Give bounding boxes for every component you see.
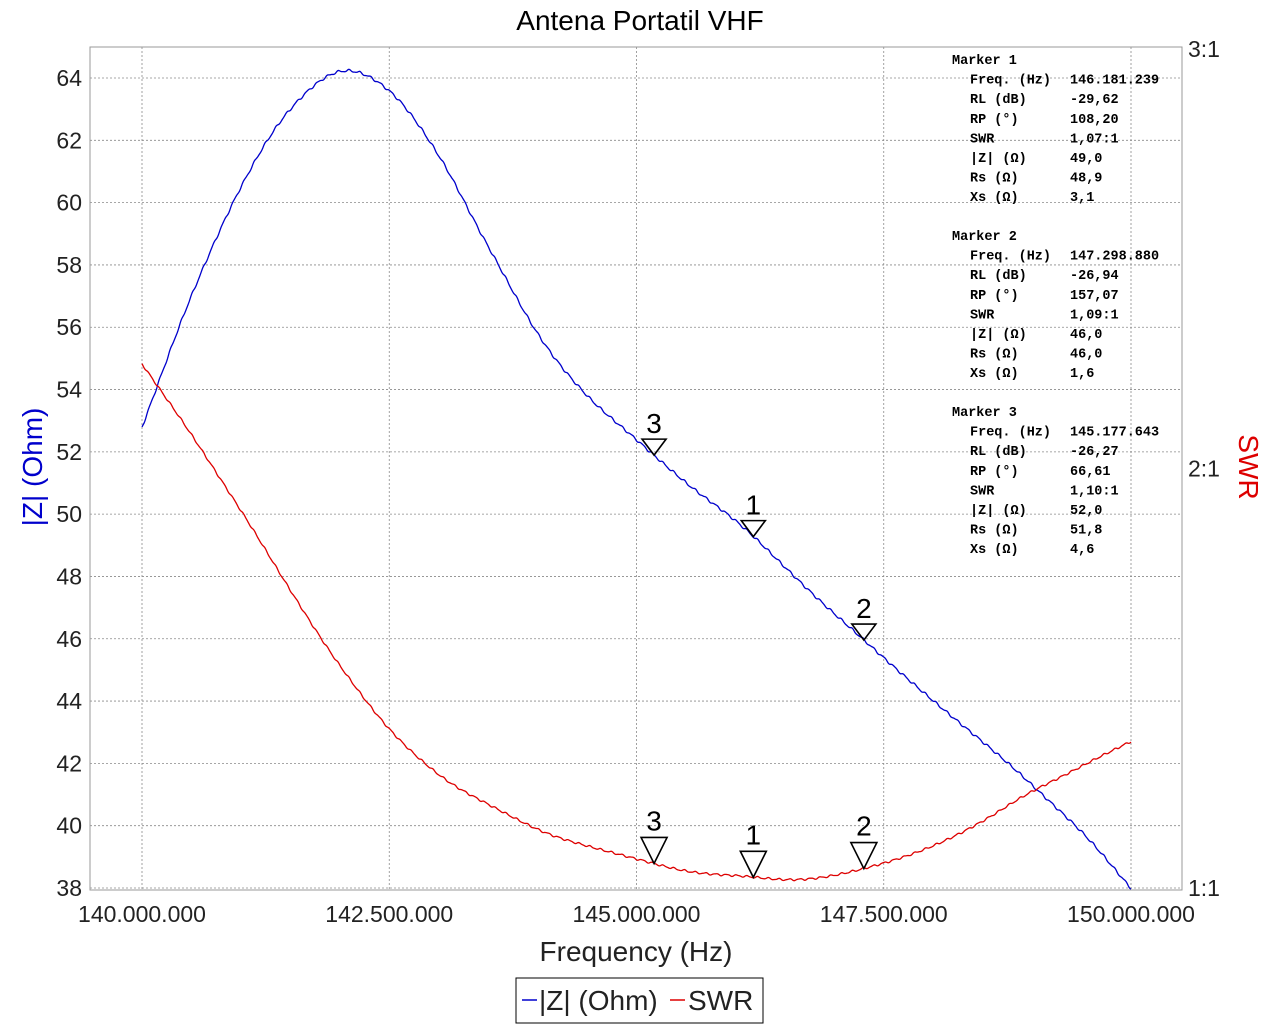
legend-label-swr: SWR: [688, 985, 753, 1016]
plot-frame: [89, 46, 1183, 891]
marker-panel-row-value: 147.298.880: [1070, 250, 1159, 265]
legend-box: [515, 977, 764, 1024]
marker-triangle-swr: [849, 841, 879, 871]
grid: [90, 47, 1182, 890]
marker-panel-row-value: 4,6: [1070, 543, 1094, 558]
marker-panel-row-value: 1,10:1: [1070, 484, 1119, 499]
marker-panel-row-label: Rs (Ω): [970, 348, 1019, 363]
marker-panel-row-value: 1,07:1: [1070, 132, 1119, 147]
y-left-tick-label: 52: [56, 439, 82, 465]
marker-panel-row-label: |Z| (Ω): [970, 152, 1027, 167]
marker-triangle-z: [739, 519, 767, 538]
x-axis-ticks: 140.000.000 142.500.000 145.000.000 147.500…: [78, 901, 1195, 927]
marker-panel-row-value: 1,09:1: [1070, 308, 1119, 323]
marker-triangle-z: [640, 438, 668, 457]
series-line-z: [141, 68, 1132, 890]
x-tick-label: 145.000.000: [573, 901, 701, 927]
y-right-tick-label: 1:1: [1188, 875, 1220, 901]
marker-panel-row-value: 52,0: [1070, 504, 1102, 519]
marker-panel-row-label: Freq. (Hz): [970, 426, 1051, 441]
marker-panel-row-label: Xs (Ω): [970, 191, 1019, 206]
marker-panel-row-label: Freq. (Hz): [970, 250, 1051, 265]
chart-title: Antena Portatil VHF: [516, 5, 763, 36]
marker-label-z: 3: [646, 408, 662, 439]
marker-panel-row-value: -26,27: [1070, 445, 1119, 460]
marker-panel-row-value: 51,8: [1070, 524, 1102, 539]
marker-label-z: 2: [856, 593, 872, 624]
marker-label-swr: 1: [746, 819, 762, 850]
y-right-tick-label: 2:1: [1188, 456, 1220, 482]
marker-panel-row-value: -29,62: [1070, 93, 1119, 108]
x-tick-label: 147.500.000: [820, 901, 948, 927]
x-axis-label: Frequency (Hz): [540, 936, 733, 967]
x-tick-label: 140.000.000: [78, 901, 206, 927]
y-left-tick-label: 64: [56, 65, 82, 91]
series-line-swr: [141, 363, 1132, 882]
marker-panel-row-label: RL (dB): [970, 93, 1027, 108]
chart-markers: 1 1 2 2 3 3: [639, 408, 879, 880]
y-right-axis-label: SWR: [1233, 434, 1264, 499]
marker-label-z: 1: [746, 490, 762, 521]
marker-panel-row-value: -26,94: [1070, 269, 1119, 284]
marker-panel-row-value: 48,9: [1070, 172, 1102, 187]
marker-panel-row-label: |Z| (Ω): [970, 328, 1027, 343]
y-left-tick-label: 54: [56, 377, 82, 403]
marker-panel-row-label: SWR: [970, 132, 995, 147]
marker-panel-row-label: SWR: [970, 484, 995, 499]
y-left-tick-label: 40: [56, 813, 82, 839]
marker-panel-row-value: 46,0: [1070, 348, 1102, 363]
y-left-tick-label: 50: [56, 501, 82, 527]
y-left-tick-label: 38: [56, 875, 82, 901]
marker-panel-row-value: 66,61: [1070, 465, 1111, 480]
marker-panel-row-label: Freq. (Hz): [970, 74, 1051, 89]
marker-panel-row-label: Rs (Ω): [970, 524, 1019, 539]
marker-panel-row-value: 1,6: [1070, 367, 1094, 382]
marker-panel-row-label: |Z| (Ω): [970, 504, 1027, 519]
marker-panel-row-label: RL (dB): [970, 269, 1027, 284]
x-tick-label: 150.000.000: [1067, 901, 1195, 927]
y-left-tick-label: 60: [56, 190, 82, 216]
marker-label-swr: 2: [856, 811, 872, 842]
marker-panel-row-label: RP (°): [970, 465, 1019, 480]
marker-panel-row-label: SWR: [970, 308, 995, 323]
marker-panel-title: Marker 1: [952, 54, 1017, 69]
y-left-axis-ticks: 38 40 42 44 46 48 50 52 54 56 58 60 62 64: [56, 65, 82, 901]
y-left-axis-label: |Z| (Ohm): [17, 408, 48, 527]
marker-panel-row-label: Xs (Ω): [970, 367, 1019, 382]
y-left-tick-label: 62: [56, 127, 82, 153]
marker-panel-row-label: RL (dB): [970, 445, 1027, 460]
x-tick-label: 142.500.000: [325, 901, 453, 927]
marker-triangle-swr: [739, 850, 768, 880]
marker-triangle-swr: [639, 836, 669, 866]
y-right-tick-label: 3:1: [1188, 36, 1220, 62]
y-left-tick-label: 48: [56, 563, 82, 589]
marker-panel-row-value: 49,0: [1070, 152, 1102, 167]
marker-triangle-z: [850, 623, 878, 642]
marker-panel-row-value: 157,07: [1070, 289, 1119, 304]
legend-label-z: |Z| (Ohm): [539, 985, 658, 1016]
marker-panel-row-value: 146.181.239: [1070, 74, 1159, 89]
legend: |Z| (Ohm) SWR: [515, 977, 764, 1024]
marker-panel-row-label: RP (°): [970, 113, 1019, 128]
marker-panel-row-value: 46,0: [1070, 328, 1102, 343]
marker-label-swr: 3: [646, 805, 662, 836]
marker-panel-row-label: RP (°): [970, 289, 1019, 304]
y-left-tick-label: 46: [56, 626, 82, 652]
y-left-tick-label: 56: [56, 314, 82, 340]
y-right-axis-ticks: 1:1 2:1 3:1: [1188, 36, 1220, 901]
marker-panel-title: Marker 3: [952, 406, 1017, 421]
marker-readout-panel: Marker 1 Freq. (Hz) 146.181.239 RL (dB) -29,…: [952, 54, 1159, 558]
marker-panel-row-value: 108,20: [1070, 113, 1119, 128]
marker-panel-row-value: 3,1: [1070, 191, 1094, 206]
y-left-tick-label: 44: [56, 688, 82, 714]
y-left-tick-label: 58: [56, 252, 82, 278]
marker-panel-row-value: 145.177.643: [1070, 426, 1159, 441]
marker-panel-row-label: Xs (Ω): [970, 543, 1019, 558]
y-left-tick-label: 42: [56, 750, 82, 776]
marker-panel-title: Marker 2: [952, 230, 1017, 245]
marker-panel-row-label: Rs (Ω): [970, 172, 1019, 187]
